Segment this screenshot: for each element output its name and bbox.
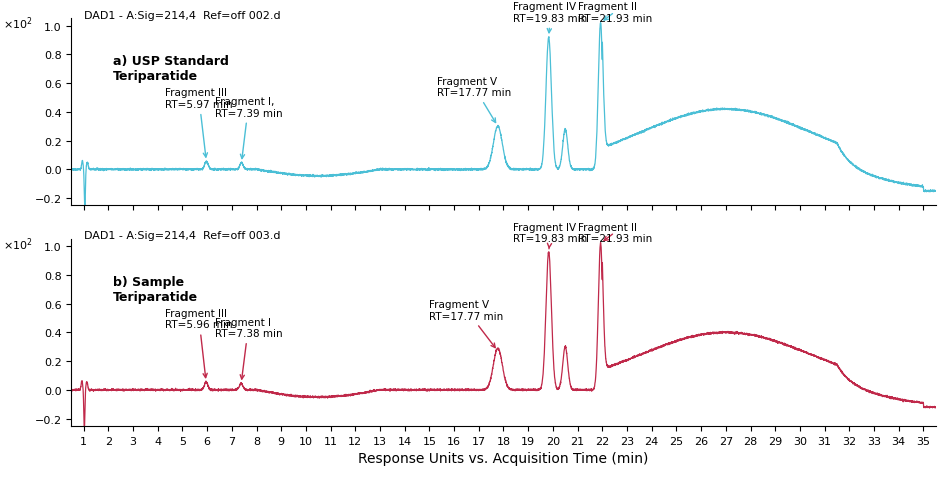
X-axis label: Response Units vs. Acquisition Time (min): Response Units vs. Acquisition Time (min… bbox=[358, 451, 649, 465]
Text: Fragment II
RT=21.93 min: Fragment II RT=21.93 min bbox=[578, 222, 652, 244]
Text: Fragment I
RT=7.38 min: Fragment I RT=7.38 min bbox=[215, 317, 282, 379]
Text: Fragment IV
RT=19.83 min: Fragment IV RT=19.83 min bbox=[513, 2, 588, 34]
Text: $\times$10$^2$: $\times$10$^2$ bbox=[3, 236, 32, 252]
Text: Fragment III
RT=5.97 min: Fragment III RT=5.97 min bbox=[165, 88, 233, 158]
Text: Fragment IV
RT=19.83 min: Fragment IV RT=19.83 min bbox=[513, 222, 588, 249]
Text: Fragment III
RT=5.96 min: Fragment III RT=5.96 min bbox=[165, 308, 233, 378]
Text: Fragment II
RT=21.93 min: Fragment II RT=21.93 min bbox=[578, 2, 652, 24]
Text: DAD1 - A:Sig=214,4  Ref=off 002.d: DAD1 - A:Sig=214,4 Ref=off 002.d bbox=[84, 11, 280, 21]
Text: b) Sample
Teriparatide: b) Sample Teriparatide bbox=[113, 275, 199, 303]
Text: DAD1 - A:Sig=214,4  Ref=off 003.d: DAD1 - A:Sig=214,4 Ref=off 003.d bbox=[84, 231, 280, 241]
Text: Fragment V
RT=17.77 min: Fragment V RT=17.77 min bbox=[437, 76, 511, 123]
Text: Fragment V
RT=17.77 min: Fragment V RT=17.77 min bbox=[429, 300, 504, 348]
Text: Fragment I,
RT=7.39 min: Fragment I, RT=7.39 min bbox=[215, 97, 282, 159]
Text: a) USP Standard
Teriparatide: a) USP Standard Teriparatide bbox=[113, 55, 229, 83]
Text: $\times$10$^2$: $\times$10$^2$ bbox=[3, 15, 32, 32]
